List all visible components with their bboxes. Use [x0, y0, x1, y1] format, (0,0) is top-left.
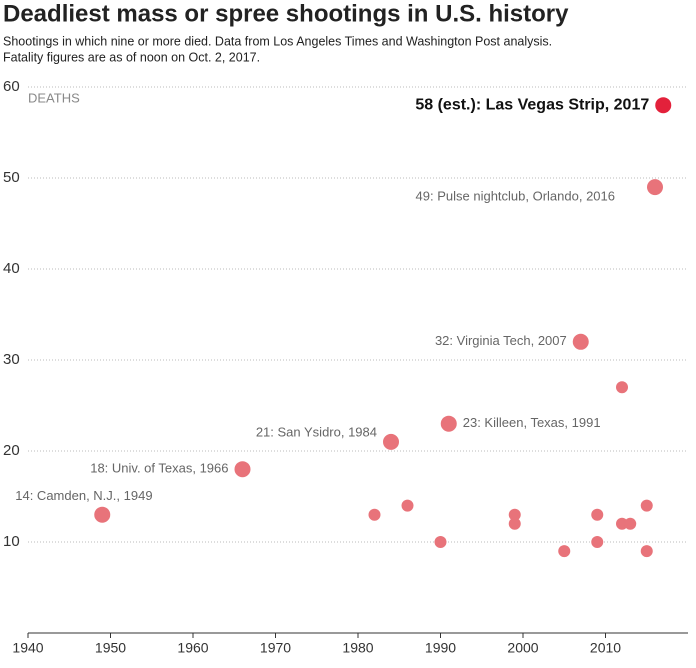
- point: [640, 499, 653, 512]
- annotation: 21: San Ysidro, 1984: [256, 424, 377, 439]
- point: [640, 545, 653, 558]
- annotation: 58 (est.): Las Vegas Strip, 2017: [415, 96, 649, 113]
- point: [616, 517, 628, 530]
- point: [616, 381, 628, 394]
- point: [624, 517, 637, 530]
- x-tick-label: 1940: [12, 640, 43, 656]
- point: [440, 415, 457, 432]
- point: [558, 545, 571, 558]
- annotation: 18: Univ. of Texas, 1966: [90, 461, 228, 476]
- x-tick-label: 1990: [425, 640, 456, 656]
- annotation: 32: Virginia Tech, 2007: [435, 333, 567, 348]
- y-axis-label: DEATHS: [28, 90, 80, 105]
- x-tick-label: 1950: [95, 640, 126, 656]
- point: [401, 499, 414, 512]
- annotation: 23: Killeen, Texas, 1991: [463, 415, 601, 430]
- x-tick-label: 1960: [177, 640, 208, 656]
- point: [508, 508, 521, 521]
- subtitle: Shootings in which nine or more died. Da…: [3, 34, 552, 48]
- subtitle: Fatality figures are as of noon on Oct. …: [3, 50, 260, 64]
- point: [94, 506, 111, 523]
- y-tick-label: 60: [3, 78, 20, 95]
- x-tick-label: 1970: [260, 640, 291, 656]
- point: [647, 179, 663, 196]
- x-tick-label: 2010: [590, 640, 621, 656]
- x-tick-label: 1980: [342, 640, 373, 656]
- point: [234, 461, 251, 478]
- y-tick-label: 20: [3, 442, 20, 459]
- point: [655, 97, 672, 114]
- annotation: 14: Camden, N.J., 1949: [15, 488, 152, 503]
- point: [508, 517, 521, 530]
- y-tick-label: 50: [3, 169, 20, 186]
- point: [368, 508, 381, 521]
- y-tick-label: 40: [3, 260, 20, 277]
- y-tick-label: 10: [3, 533, 20, 550]
- point: [591, 508, 604, 521]
- annotation: 49: Pulse nightclub, Orlando, 2016: [416, 189, 615, 204]
- x-tick-label: 2000: [507, 640, 538, 656]
- point: [434, 536, 447, 548]
- point: [591, 536, 604, 548]
- point: [572, 333, 589, 350]
- y-tick-label: 30: [3, 351, 20, 368]
- chart-title: Deadliest mass or spree shootings in U.S…: [3, 0, 569, 27]
- point: [383, 433, 399, 450]
